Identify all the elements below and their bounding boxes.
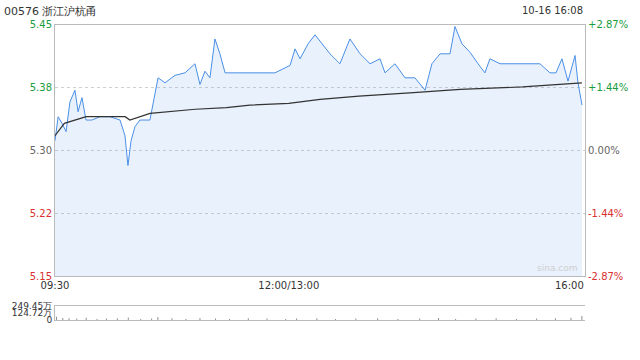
svg-text:+2.87%: +2.87% <box>588 19 628 30</box>
svg-text:5.38: 5.38 <box>30 82 52 93</box>
svg-text:12:00/13:00: 12:00/13:00 <box>258 280 319 291</box>
svg-text:00576 浙江沪杭甬: 00576 浙江沪杭甬 <box>4 5 98 18</box>
svg-text:249.45万: 249.45万 <box>12 301 53 311</box>
svg-text:10-16 16:08: 10-16 16:08 <box>522 5 583 16</box>
svg-text:0: 0 <box>46 315 52 325</box>
svg-text:124.72万: 124.72万 <box>12 308 53 318</box>
svg-text:5.22: 5.22 <box>30 208 52 219</box>
svg-text:09:30: 09:30 <box>41 280 70 291</box>
svg-text:5.45: 5.45 <box>30 19 52 30</box>
svg-text:5.30: 5.30 <box>30 145 52 156</box>
svg-text:sina.com: sina.com <box>537 263 578 273</box>
svg-text:-2.87%: -2.87% <box>588 271 623 282</box>
svg-text:-1.44%: -1.44% <box>588 208 623 219</box>
svg-text:0.00%: 0.00% <box>588 145 620 156</box>
svg-text:16:00: 16:00 <box>555 280 584 291</box>
svg-text:5.15: 5.15 <box>30 271 52 282</box>
svg-text:+1.44%: +1.44% <box>588 82 628 93</box>
